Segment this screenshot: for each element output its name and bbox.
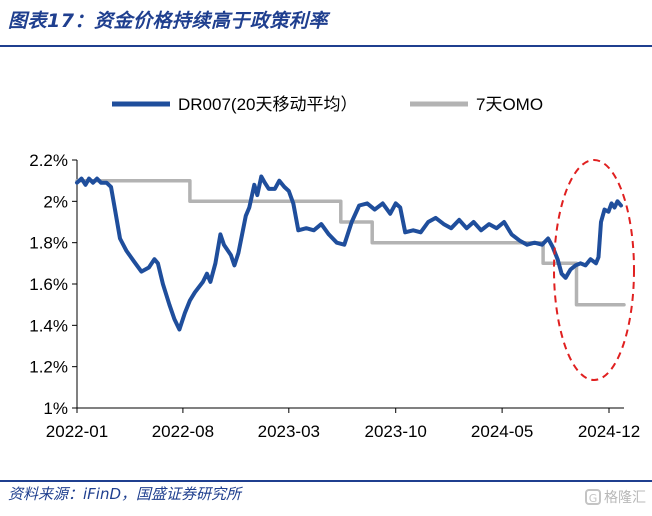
series-line-dr007 — [75, 174, 623, 332]
chart-axes: 2.2% 2% 1.8% 1.6% 1.4% 1.2% 1% 2022-01 2022-08 20… — [29, 151, 640, 441]
y-tick-label: 1.8% — [29, 234, 68, 253]
line-chart: DR007(20天移动平均） 7天OMO 2.2% 2% 1.8% 1.6% 1.4% 1… — [29, 95, 640, 441]
y-tick-label: 1.6% — [29, 275, 68, 294]
legend-label-omo: 7天OMO — [476, 95, 543, 114]
y-tick-label: 1% — [43, 399, 68, 418]
y-tick-label: 1.4% — [29, 316, 68, 335]
figure-title: 图表17：资金价格持续高于政策利率 — [8, 10, 328, 32]
footer-divider — [0, 480, 652, 482]
watermark-logo-icon: G — [585, 489, 601, 505]
y-tick-label: 2% — [43, 192, 68, 211]
watermark: G 格隆汇 — [585, 487, 646, 507]
chart-legend: DR007(20天移动平均） 7天OMO — [112, 95, 543, 114]
x-tick-label: 2022-08 — [152, 422, 214, 441]
source-note: 资料来源：iFinD，国盛证券研究所 — [8, 485, 242, 503]
x-tick-label: 2023-03 — [258, 422, 320, 441]
x-tick-label: 2024-05 — [471, 422, 533, 441]
highlight-ellipse — [553, 159, 635, 381]
x-tick-label: 2024-12 — [578, 422, 640, 441]
watermark-text: 格隆汇 — [604, 490, 646, 506]
legend-label-dr007: DR007(20天移动平均） — [178, 95, 358, 114]
chart-series — [75, 174, 626, 332]
x-tick-label: 2022-01 — [46, 422, 108, 441]
y-tick-label: 1.2% — [29, 358, 68, 377]
x-tick-label: 2023-10 — [365, 422, 427, 441]
title-divider — [0, 45, 652, 47]
y-tick-label: 2.2% — [29, 151, 68, 170]
